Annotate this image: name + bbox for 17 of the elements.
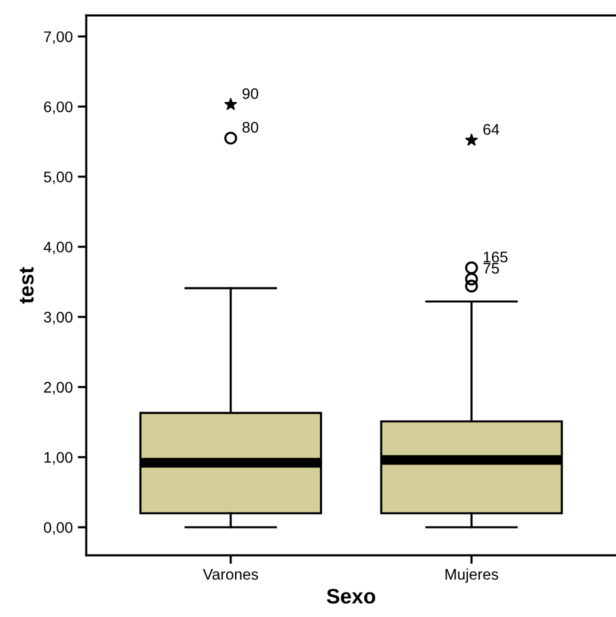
y-axis-title: test xyxy=(20,267,34,304)
y-tick-label: 5,00 xyxy=(44,172,72,184)
x-tick-label: Mujeres xyxy=(446,568,498,583)
annotation: 90 xyxy=(242,88,258,100)
y-tick-label: 0,00 xyxy=(44,522,72,535)
annotation: 64 xyxy=(483,124,500,135)
x-axis-title: Sexo xyxy=(326,588,376,604)
annotation: 80 xyxy=(242,122,258,133)
y-tick-label: 7,00 xyxy=(44,31,72,44)
x-tick-label: Varones xyxy=(202,569,258,580)
annotation: 165 xyxy=(484,252,508,262)
y-tick-label: 3,00 xyxy=(44,312,72,324)
y-tick-label: 2,00 xyxy=(44,382,72,395)
y-tick-label: 1,00 xyxy=(44,452,72,465)
annotation: 75 xyxy=(483,262,499,274)
y-tick-label: 4,00 xyxy=(44,242,72,254)
y-tick-label: 6,00 xyxy=(44,101,72,114)
